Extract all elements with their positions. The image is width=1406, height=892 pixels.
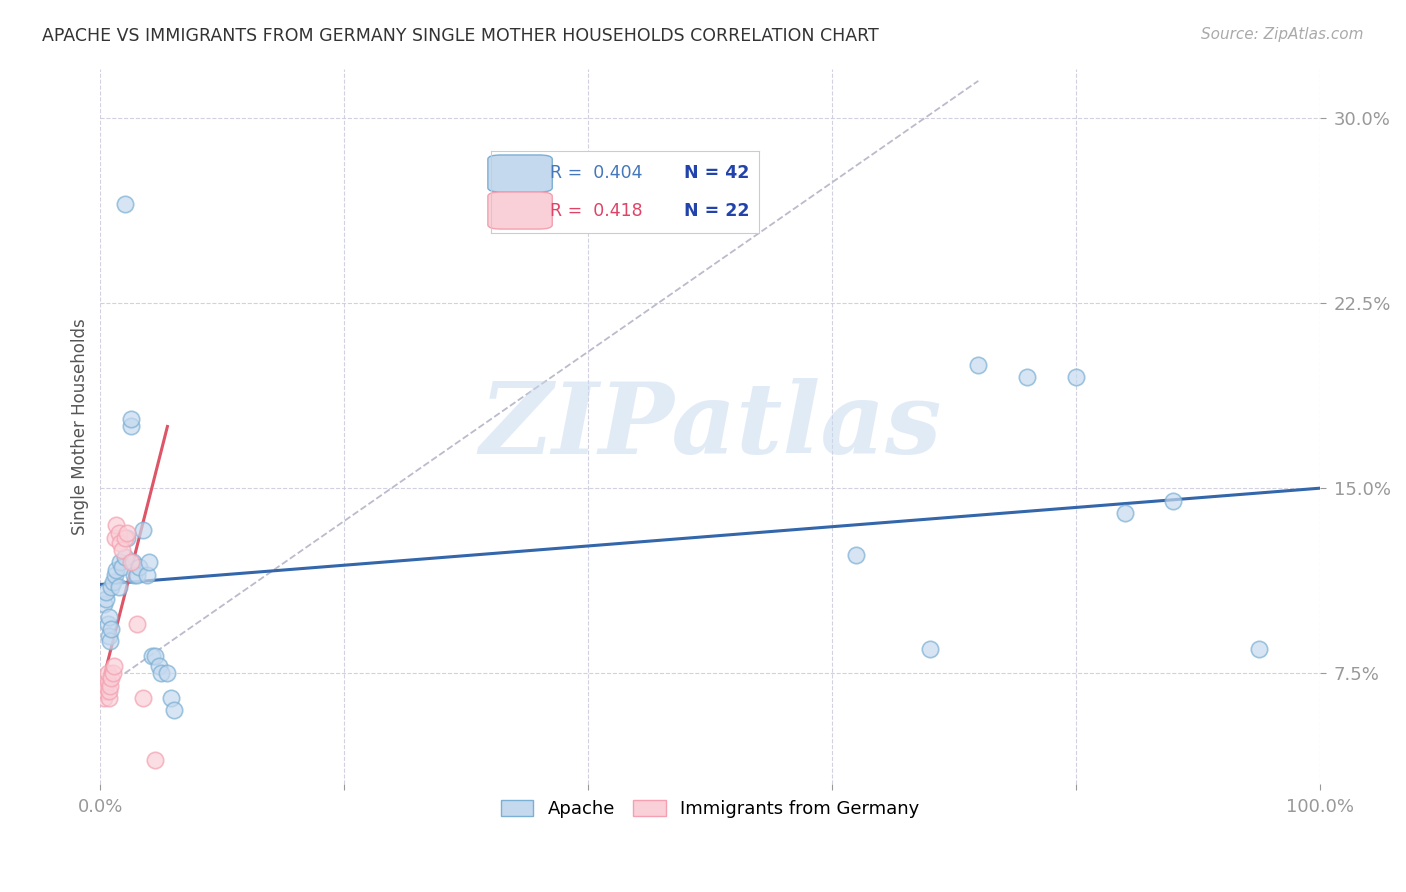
- Point: [108, 535, 131, 549]
- Point: [107, 525, 129, 540]
- Point: [107, 580, 129, 594]
- Point: [101, 574, 124, 589]
- Point: [132, 691, 155, 706]
- Point: [128, 560, 150, 574]
- Point: [132, 523, 155, 537]
- Point: [115, 525, 138, 540]
- Point: [114, 197, 136, 211]
- Point: [94, 683, 117, 698]
- Point: [97, 691, 120, 706]
- Point: [96, 592, 118, 607]
- Point: [100, 622, 122, 636]
- Point: [97, 629, 120, 643]
- Point: [141, 648, 163, 663]
- Point: [104, 567, 127, 582]
- Point: [162, 703, 184, 717]
- Point: [111, 542, 134, 557]
- Point: [122, 555, 145, 569]
- Point: [105, 563, 128, 577]
- Point: [97, 666, 120, 681]
- Point: [108, 555, 131, 569]
- Point: [114, 550, 136, 565]
- Point: [120, 555, 142, 569]
- Point: [100, 580, 122, 594]
- Point: [114, 531, 136, 545]
- Point: [918, 641, 941, 656]
- Point: [98, 679, 121, 693]
- Point: [1064, 370, 1087, 384]
- Point: [111, 560, 134, 574]
- Point: [845, 548, 868, 562]
- Point: [135, 567, 157, 582]
- Point: [124, 567, 146, 582]
- Point: [143, 648, 166, 663]
- Text: APACHE VS IMMIGRANTS FROM GERMANY SINGLE MOTHER HOUSEHOLDS CORRELATION CHART: APACHE VS IMMIGRANTS FROM GERMANY SINGLE…: [42, 27, 879, 45]
- Point: [120, 419, 142, 434]
- Point: [143, 753, 166, 767]
- Point: [96, 679, 118, 693]
- Point: [125, 567, 148, 582]
- Point: [103, 659, 125, 673]
- Point: [120, 412, 142, 426]
- Point: [105, 518, 128, 533]
- Point: [150, 666, 173, 681]
- Point: [1163, 493, 1185, 508]
- Point: [1247, 641, 1270, 656]
- Point: [138, 555, 160, 569]
- Y-axis label: Single Mother Households: Single Mother Households: [72, 318, 89, 535]
- Point: [104, 531, 127, 545]
- Point: [93, 597, 115, 611]
- Point: [1114, 506, 1136, 520]
- Point: [1017, 370, 1039, 384]
- Text: Source: ZipAtlas.com: Source: ZipAtlas.com: [1201, 27, 1364, 42]
- Point: [98, 634, 121, 648]
- Point: [967, 358, 990, 372]
- Point: [97, 617, 120, 632]
- Point: [100, 671, 122, 685]
- Text: ZIPatlas: ZIPatlas: [479, 378, 941, 475]
- Point: [101, 666, 124, 681]
- Point: [148, 659, 170, 673]
- Point: [97, 609, 120, 624]
- Point: [96, 585, 118, 599]
- Point: [156, 666, 179, 681]
- Point: [125, 617, 148, 632]
- Point: [93, 691, 115, 706]
- Legend: Apache, Immigrants from Germany: Apache, Immigrants from Germany: [494, 793, 927, 825]
- Point: [97, 673, 120, 688]
- Point: [115, 531, 138, 545]
- Point: [97, 683, 120, 698]
- Point: [160, 691, 183, 706]
